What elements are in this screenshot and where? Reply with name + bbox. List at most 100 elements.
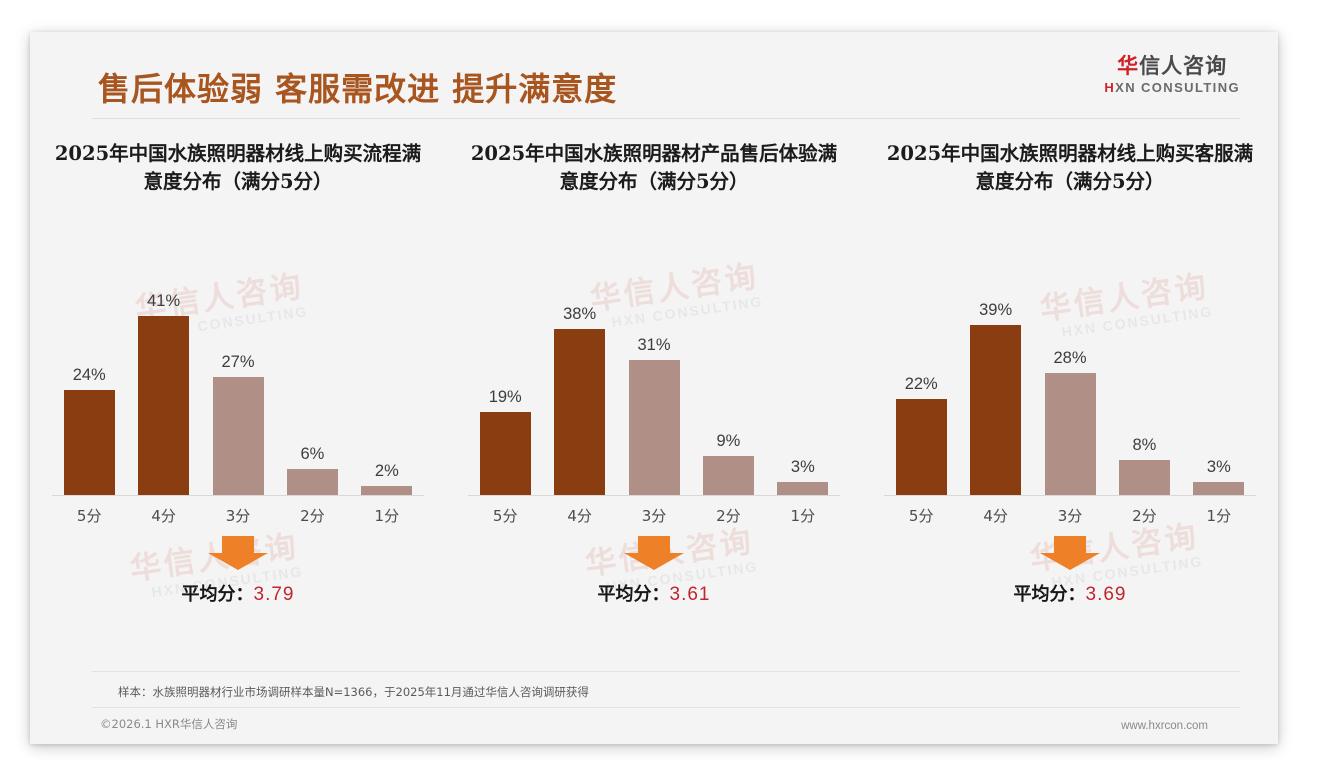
bar-rect[interactable] [361, 486, 413, 495]
bar-rect[interactable] [138, 316, 190, 495]
chart-title: 2025年中国水族照明器材线上购买流程满意度分布（满分5分） [54, 142, 422, 193]
x-axis-tick-label: 5分 [76, 507, 102, 525]
arrow-head [624, 553, 684, 570]
bar-item[interactable]: 8% [1107, 249, 1181, 495]
bar-value-label: 38% [563, 305, 597, 323]
bar-item[interactable]: 9% [691, 249, 765, 495]
bar-item[interactable]: 3% [766, 249, 840, 495]
bar-value-label: 24% [72, 366, 106, 384]
logo-chinese-accent: 华 [1117, 54, 1140, 78]
average-score-text: 平均分：3.69 [876, 580, 1264, 606]
bar-item[interactable]: 22% [884, 249, 958, 495]
bar-item[interactable]: 19% [468, 249, 542, 495]
logo-english-rest: XN CONSULTING [1115, 80, 1240, 96]
down-arrow-icon [208, 536, 268, 570]
footer-website[interactable]: www.hxrcon.com [1121, 720, 1208, 732]
x-axis-labels: 5分 4分 3分 2分 1分 [52, 505, 424, 526]
x-axis-tick-label: 5分 [492, 507, 518, 525]
x-axis-labels: 5分 4分 3分 2分 1分 [884, 505, 1256, 526]
x-axis-line [468, 495, 840, 496]
average-score-block: 平均分：3.61 [460, 536, 848, 626]
bar-rect[interactable] [1044, 373, 1096, 495]
charts-row: 2025年中国水族照明器材线上购买流程满意度分布（满分5分） 24% 41% 27% 6… [30, 140, 1278, 626]
x-axis-tick-label: 2分 [716, 507, 741, 525]
x-axis-tick-label: 4分 [983, 507, 1008, 525]
bar-value-label: 19% [488, 388, 522, 406]
title-divider [92, 118, 1240, 119]
bar-chart-plot: 19% 38% 31% 9% 3% 5分 4分 3分 2分 1分 [460, 230, 848, 530]
x-axis-tick-label: 3分 [225, 507, 251, 525]
x-axis-tick-label: 3分 [641, 507, 667, 525]
bar-rect[interactable] [628, 360, 680, 495]
chart-panel-1: 2025年中国水族照明器材线上购买流程满意度分布（满分5分） 24% 41% 27% 6… [30, 140, 446, 626]
bar-item[interactable]: 28% [1033, 249, 1107, 495]
bar-rect[interactable] [1118, 460, 1170, 495]
average-score-text: 平均分：3.61 [460, 580, 848, 606]
x-axis-tick-label: 1分 [790, 507, 816, 525]
arrow-head [1040, 553, 1100, 570]
x-axis-tick-label: 5分 [908, 507, 934, 525]
average-score-label: 平均分： [181, 584, 254, 605]
bar-item[interactable]: 31% [617, 249, 691, 495]
bar-value-label: 3% [1206, 458, 1231, 476]
bar-value-label: 3% [790, 458, 815, 476]
x-axis-tick-label: 4分 [567, 507, 592, 525]
down-arrow-icon [624, 536, 684, 570]
average-score-block: 平均分：3.69 [876, 536, 1264, 626]
bar-item[interactable]: 2% [350, 249, 424, 495]
bar-value-label: 28% [1053, 349, 1087, 367]
bar-rect[interactable] [63, 390, 115, 495]
x-axis-labels: 5分 4分 3分 2分 1分 [468, 505, 840, 526]
average-score-value: 3.79 [253, 584, 295, 605]
bar-chart-plot: 22% 39% 28% 8% 3% 5分 4分 3分 2分 1分 [876, 230, 1264, 530]
bar-item[interactable]: 41% [126, 249, 200, 495]
logo-chinese: 华信人咨询 [1104, 54, 1240, 78]
average-score-value: 3.61 [669, 584, 711, 605]
x-axis-line [52, 495, 424, 496]
x-axis-tick-label: 3分 [1057, 507, 1083, 525]
page-title: 售后体验弱 客服需改进 提升满意度 [98, 70, 618, 108]
arrow-shaft [638, 536, 670, 553]
bar-value-label: 6% [300, 445, 325, 463]
bar-value-label: 31% [637, 336, 671, 354]
logo-english-accent: H [1104, 80, 1116, 96]
arrow-shaft [1054, 536, 1086, 553]
bar-rect[interactable] [554, 329, 606, 495]
bar-value-label: 8% [1132, 436, 1157, 454]
bar-value-label: 9% [716, 432, 741, 450]
bar-rect[interactable] [286, 469, 338, 495]
bar-chart-plot: 24% 41% 27% 6% 2% 5分 4分 3分 2分 1分 [44, 230, 432, 530]
bar-item[interactable]: 39% [958, 249, 1032, 495]
x-axis-tick-label: 1分 [374, 507, 400, 525]
bar-item[interactable]: 3% [1182, 249, 1256, 495]
bar-rect[interactable] [970, 325, 1022, 495]
x-axis-tick-label: 2分 [1132, 507, 1157, 525]
bar-rect[interactable] [1193, 482, 1245, 495]
bar-item[interactable]: 24% [52, 249, 126, 495]
company-logo: 华信人咨询 HXN CONSULTING [1104, 54, 1240, 95]
bar-rect[interactable] [212, 377, 264, 495]
bar-item[interactable]: 27% [201, 249, 275, 495]
chart-title: 2025年中国水族照明器材线上购买客服满意度分布（满分5分） [886, 142, 1254, 193]
logo-chinese-rest: 信人咨询 [1139, 54, 1228, 78]
footer-copyright: ©2026.1 HXR华信人咨询 [100, 717, 238, 731]
chart-panel-3: 2025年中国水族照明器材线上购买客服满意度分布（满分5分） 22% 39% 28% 8… [862, 140, 1278, 626]
bar-rect[interactable] [777, 482, 829, 495]
bar-value-label: 39% [979, 301, 1013, 319]
sample-footnote: 样本：水族照明器材行业市场调研样本量N=1366，于2025年11月通过华信人咨… [118, 685, 589, 699]
x-axis-tick-label: 2分 [300, 507, 325, 525]
average-score-text: 平均分：3.79 [44, 580, 432, 606]
bar-rect[interactable] [702, 456, 754, 495]
bar-value-label: 27% [221, 353, 255, 371]
bar-item[interactable]: 6% [275, 249, 349, 495]
bar-item[interactable]: 38% [542, 249, 616, 495]
average-score-block: 平均分：3.79 [44, 536, 432, 626]
x-axis-tick-label: 1分 [1206, 507, 1232, 525]
bar-rect[interactable] [895, 399, 947, 495]
bar-rect[interactable] [479, 412, 531, 495]
average-score-label: 平均分： [1013, 584, 1086, 605]
x-axis-tick-label: 4分 [151, 507, 176, 525]
bar-value-label: 2% [374, 462, 399, 480]
average-score-label: 平均分： [597, 584, 670, 605]
bar-value-label: 41% [147, 292, 181, 310]
